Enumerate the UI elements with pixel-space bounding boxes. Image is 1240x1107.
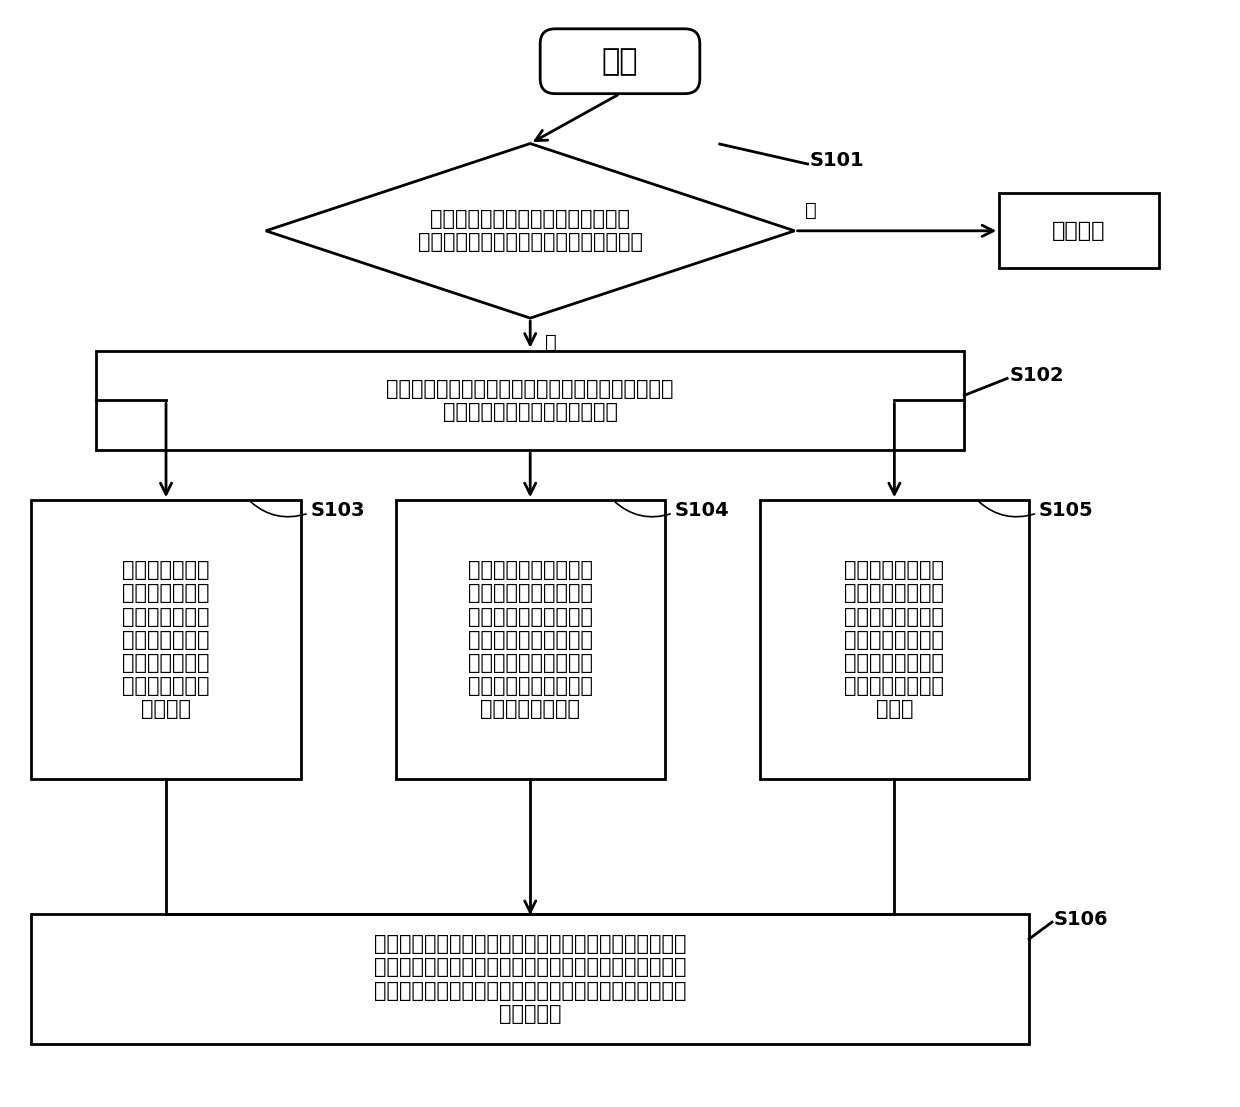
FancyArrowPatch shape — [980, 501, 1034, 517]
Bar — [396, 500, 665, 779]
Bar — [999, 194, 1159, 268]
FancyArrowPatch shape — [250, 501, 306, 517]
Text: S103: S103 — [311, 500, 366, 519]
Text: 在对电池充电之前，利用充电器从外部电源获取的输
出电量对虚拟储电模组进行充电: 在对电池充电之前，利用充电器从外部电源获取的输 出电量对虚拟储电模组进行充电 — [387, 379, 675, 422]
Text: 当移动终端的电池的电量低于第一预
设电量时，检测充电器是否插入移动终端: 当移动终端的电池的电量低于第一预 设电量时，检测充电器是否插入移动终端 — [418, 209, 642, 252]
Polygon shape — [265, 144, 795, 318]
Text: S106: S106 — [1054, 910, 1109, 929]
FancyBboxPatch shape — [541, 29, 699, 94]
Text: 不做处理: 不做处理 — [1053, 220, 1106, 241]
Text: S105: S105 — [1039, 500, 1094, 519]
Text: 开始: 开始 — [601, 46, 639, 75]
Text: 是: 是 — [546, 333, 557, 352]
Text: S101: S101 — [810, 152, 864, 170]
Text: S102: S102 — [1009, 366, 1064, 385]
Bar — [31, 500, 301, 779]
Text: 在电池的充电瞬间，当
电池的电量低于第一预
设电量、且高于第二预
设电量时，利用电池的
电量对充电器进行供电
，其中，第二预设电量
小于第一预设电量: 在电池的充电瞬间，当 电池的电量低于第一预 设电量、且高于第二预 设电量时，利用… — [467, 560, 593, 720]
Bar — [31, 914, 1029, 1044]
Text: 在电池的充电瞬间
，当电池的电量低
于第二预设电量时
，利用充电后的虚
拟储电模组中的充
电电量对充电器进
行供电: 在电池的充电瞬间 ，当电池的电量低 于第二预设电量时 ，利用充电后的虚 拟储电模… — [844, 560, 945, 720]
Bar — [760, 500, 1029, 779]
Text: 当电池的电量高于第三预设电量时，利用充电器从外部电
源获取的输出电量对电池进行充电，并利用电池的电量对
移动终端和充电器进行供电，其中，第三预设电量大于第
一预: 当电池的电量高于第三预设电量时，利用充电器从外部电 源获取的输出电量对电池进行充… — [374, 934, 687, 1024]
FancyArrowPatch shape — [615, 501, 671, 517]
Text: S104: S104 — [675, 500, 729, 519]
Text: 在电池的充电瞬
间，利用充电后
的虚拟储电模组
中的充电电量对
移动终端进行供
电、以及对电池
进行充电: 在电池的充电瞬 间，利用充电后 的虚拟储电模组 中的充电电量对 移动终端进行供 … — [123, 560, 210, 720]
Bar — [97, 351, 965, 451]
Text: 否: 否 — [805, 201, 816, 220]
